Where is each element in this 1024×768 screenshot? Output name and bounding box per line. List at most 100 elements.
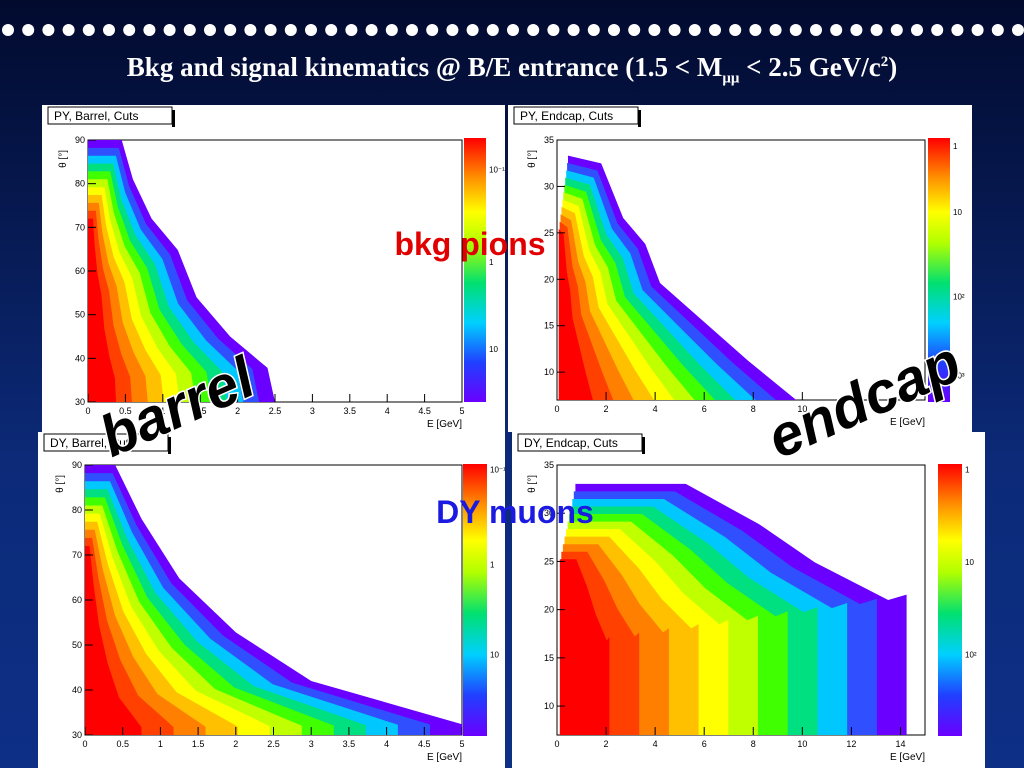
x-tick-label: 4	[385, 406, 390, 416]
x-tick-label: 5	[459, 406, 464, 416]
dot	[426, 24, 439, 36]
dot	[608, 24, 620, 36]
panel-title: PY, Endcap, Cuts	[520, 109, 613, 123]
colorbar	[463, 464, 487, 736]
dot	[22, 24, 35, 36]
x-tick-label: 0	[85, 406, 90, 416]
dot	[850, 24, 863, 36]
title-text: < 2.5 GeV/c	[739, 52, 881, 82]
contour	[85, 465, 462, 735]
x-tick-label: 1.5	[192, 739, 205, 749]
y-tick-label: 70	[75, 222, 85, 232]
colorbar-label: 10⁻¹	[489, 166, 505, 175]
y-tick-label: 90	[72, 460, 82, 470]
y-tick-label: 35	[544, 460, 554, 470]
y-tick-label: 25	[544, 556, 554, 566]
dot	[810, 24, 822, 36]
x-tick-label: 4	[653, 404, 658, 414]
y-tick-label: 80	[72, 505, 82, 515]
dot	[183, 24, 196, 36]
dot	[789, 24, 802, 36]
dot	[305, 24, 317, 36]
dot	[62, 24, 75, 36]
colorbar-label: 1	[953, 142, 958, 151]
x-tick-label: 2	[233, 739, 238, 749]
y-tick-label: 60	[75, 266, 85, 276]
colorbar-label: 10	[965, 558, 974, 567]
x-tick-label: 10	[797, 404, 807, 414]
y-axis-label: θ [°]	[527, 475, 538, 493]
y-tick-label: 70	[72, 550, 82, 560]
dot	[143, 24, 156, 36]
dot	[507, 24, 519, 36]
x-axis-label: E [GeV]	[427, 752, 462, 763]
x-tick-label: 3.5	[344, 406, 357, 416]
contour-level	[85, 546, 142, 735]
dot	[709, 24, 721, 36]
dot	[890, 24, 903, 36]
x-tick-label: 10	[797, 739, 807, 749]
y-tick-label: 50	[72, 640, 82, 650]
title-text: Bkg and signal kinematics @ B/E entrance…	[126, 52, 723, 82]
x-tick-label: 4.5	[418, 739, 431, 749]
title-sub: μμ	[722, 70, 740, 87]
colorbar-label: 10⁻¹	[490, 465, 506, 474]
dot	[385, 24, 398, 36]
colorbar-label: 10²	[953, 292, 965, 301]
y-tick-label: 30	[544, 508, 554, 518]
dot	[668, 24, 681, 36]
panel-title-shadow	[172, 110, 175, 127]
x-axis-label: E [GeV]	[890, 752, 925, 763]
colorbar-label: 1	[490, 561, 495, 570]
dot	[365, 24, 378, 36]
y-axis-label: θ [°]	[527, 150, 538, 168]
panel-title: DY, Endcap, Cuts	[524, 436, 618, 450]
colorbar-label: 10	[489, 345, 498, 354]
x-tick-label: 0.5	[119, 406, 132, 416]
contour	[559, 483, 907, 735]
slide-title: Bkg and signal kinematics @ B/E entrance…	[0, 52, 1024, 87]
y-tick-label: 80	[75, 179, 85, 189]
annotation-bkg-pions: bkg pions	[394, 226, 545, 262]
x-tick-label: 2	[235, 406, 240, 416]
dot-row	[2, 24, 1024, 36]
panel-title-shadow	[642, 437, 645, 454]
x-axis-label: E [GeV]	[427, 419, 462, 430]
x-tick-label: 8	[751, 404, 756, 414]
panel-title-shadow	[168, 437, 171, 454]
dot	[830, 24, 843, 36]
y-tick-label: 35	[544, 135, 554, 145]
y-tick-label: 30	[544, 181, 554, 191]
dot	[547, 24, 560, 36]
x-axis-label: E [GeV]	[890, 417, 925, 428]
dot	[931, 24, 944, 36]
panel: 0 0.5 1 1.5 2 2.5 3 3.5 4 4.5 5 30 40 50 60 70 80 90 E [Ge…	[38, 432, 506, 768]
x-tick-label: 12	[846, 739, 856, 749]
colorbar-label: 10²	[965, 650, 977, 659]
colorbar-label: 10	[953, 208, 962, 217]
colorbar	[464, 138, 486, 402]
x-tick-label: 2.5	[269, 406, 282, 416]
dot	[1012, 24, 1024, 36]
x-tick-label: 1.5	[194, 406, 207, 416]
dot	[82, 24, 95, 36]
colorbar	[928, 138, 950, 402]
y-tick-label: 20	[544, 274, 554, 284]
dot	[284, 24, 297, 36]
dot	[486, 24, 499, 36]
panel: 0 0.5 1 1.5 2 2.5 3 3.5 4 4.5 5 30 40 50 60 70 80 90 E [Ge…	[42, 105, 505, 432]
dot	[769, 24, 782, 36]
y-tick-label: 60	[72, 595, 82, 605]
x-tick-label: 6	[702, 739, 707, 749]
x-tick-label: 8	[751, 739, 756, 749]
colorbar-label: 10³	[953, 372, 965, 381]
dot	[749, 24, 762, 36]
panel: 0 2 4 6 8 10 12 14 10 15 20 25 30 35 E [GeV] θ [°] DY, E…	[512, 432, 985, 768]
dot	[729, 24, 742, 36]
x-tick-label: 0.5	[116, 739, 129, 749]
dot	[123, 24, 136, 36]
x-tick-label: 5	[459, 739, 464, 749]
dot	[911, 24, 923, 36]
contour	[88, 140, 275, 402]
panel: 0 2 4 6 8 10 10 15 20 25 30 35 E [GeV] θ [°] PY, Endca…	[508, 105, 972, 432]
